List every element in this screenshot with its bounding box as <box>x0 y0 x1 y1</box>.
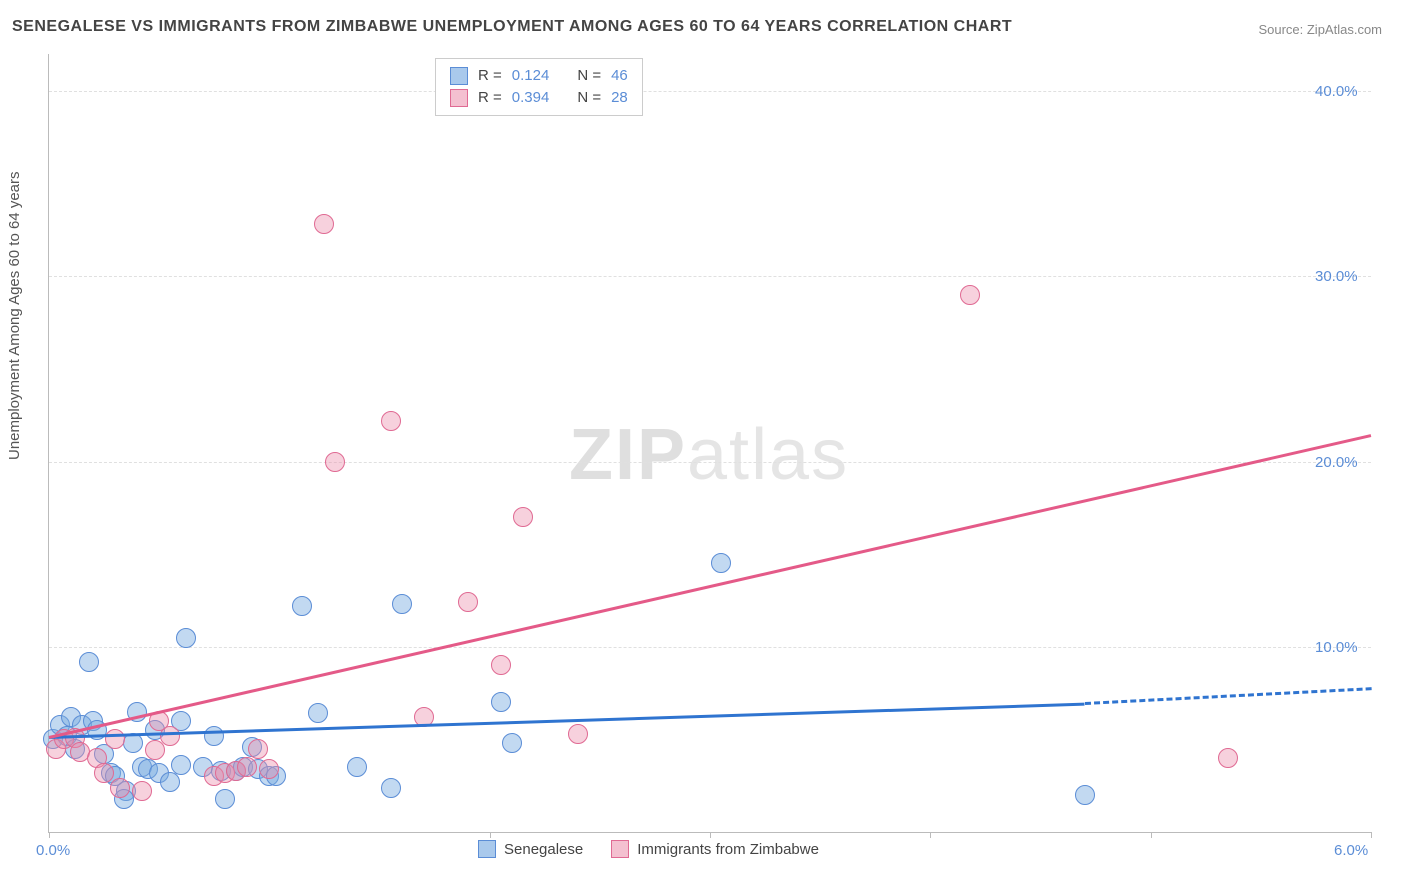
data-point-a <box>171 755 191 775</box>
x-axis-tick <box>1371 832 1372 838</box>
data-point-b <box>160 726 180 746</box>
x-axis-tick <box>930 832 931 838</box>
data-point-a <box>491 692 511 712</box>
data-point-a <box>204 726 224 746</box>
data-point-b <box>132 781 152 801</box>
data-point-b <box>568 724 588 744</box>
data-point-a <box>215 789 235 809</box>
trend-line <box>1084 688 1371 706</box>
n-value: 28 <box>611 87 628 109</box>
legend-swatch <box>478 840 496 858</box>
data-point-a <box>176 628 196 648</box>
x-axis-tick <box>49 832 50 838</box>
data-point-b <box>105 729 125 749</box>
x-tick-label-end: 6.0% <box>1334 842 1368 859</box>
legend-item: Senegalese <box>478 840 583 858</box>
legend-label: Immigrants from Zimbabwe <box>637 841 819 858</box>
gridline-horizontal <box>49 276 1371 277</box>
data-point-a <box>1075 785 1095 805</box>
r-label: R = <box>478 65 502 87</box>
x-axis-tick <box>710 832 711 838</box>
scatter-plot-area: ZIPatlas 10.0% 20.0% 30.0% 40.0% <box>48 54 1371 833</box>
source-attribution: Source: ZipAtlas.com <box>1258 22 1382 37</box>
legend-swatch <box>611 840 629 858</box>
data-point-a <box>347 757 367 777</box>
legend-label: Senegalese <box>504 841 583 858</box>
data-point-a <box>502 733 522 753</box>
data-point-b <box>325 452 345 472</box>
stats-row: R = 0.124 N = 46 <box>450 65 628 87</box>
data-point-b <box>491 655 511 675</box>
n-label: N = <box>577 87 601 109</box>
gridline-horizontal <box>49 462 1371 463</box>
data-point-b <box>110 778 130 798</box>
data-point-a <box>381 778 401 798</box>
data-point-b <box>1218 748 1238 768</box>
x-axis-tick <box>1151 832 1152 838</box>
data-point-b <box>248 739 268 759</box>
data-point-b <box>145 740 165 760</box>
y-tick-label: 20.0% <box>1315 454 1358 471</box>
x-axis-tick <box>490 832 491 838</box>
gridline-horizontal <box>49 91 1371 92</box>
gridline-horizontal <box>49 647 1371 648</box>
y-tick-label: 40.0% <box>1315 83 1358 100</box>
series-legend: Senegalese Immigrants from Zimbabwe <box>478 840 819 858</box>
n-label: N = <box>577 65 601 87</box>
n-value: 46 <box>611 65 628 87</box>
y-tick-label: 10.0% <box>1315 639 1358 656</box>
x-tick-label-start: 0.0% <box>36 842 70 859</box>
data-point-b <box>513 507 533 527</box>
data-point-a <box>308 703 328 723</box>
legend-item: Immigrants from Zimbabwe <box>611 840 819 858</box>
chart-title: SENEGALESE VS IMMIGRANTS FROM ZIMBABWE U… <box>12 18 1012 36</box>
data-point-b <box>960 285 980 305</box>
data-point-b <box>458 592 478 612</box>
trend-line <box>49 702 1085 738</box>
stats-row: R = 0.394 N = 28 <box>450 87 628 109</box>
data-point-a <box>292 596 312 616</box>
r-label: R = <box>478 87 502 109</box>
legend-swatch <box>450 67 468 85</box>
legend-swatch <box>450 89 468 107</box>
data-point-b <box>381 411 401 431</box>
r-value: 0.124 <box>512 65 550 87</box>
y-tick-label: 30.0% <box>1315 268 1358 285</box>
r-value: 0.394 <box>512 87 550 109</box>
y-axis-label: Unemployment Among Ages 60 to 64 years <box>6 171 23 460</box>
data-point-b <box>94 763 114 783</box>
data-point-b <box>314 214 334 234</box>
data-point-a <box>711 553 731 573</box>
correlation-stats-legend: R = 0.124 N = 46 R = 0.394 N = 28 <box>435 58 643 116</box>
data-point-a <box>160 772 180 792</box>
data-point-a <box>392 594 412 614</box>
data-point-a <box>79 652 99 672</box>
watermark: ZIPatlas <box>569 414 849 496</box>
